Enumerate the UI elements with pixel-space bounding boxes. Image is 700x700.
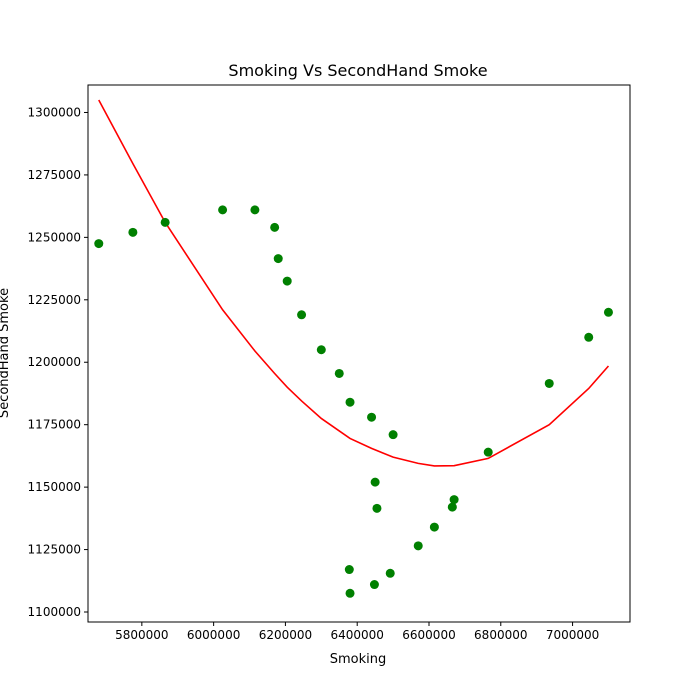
y-tick-label-4: 1200000 [28,355,81,369]
scatter-point-10 [334,368,344,378]
scatter-point-6 [273,254,283,264]
y-tick-label-0: 1100000 [28,605,81,619]
x-axis-label: Smoking [330,652,387,667]
y-tick-label-1: 1125000 [28,543,81,557]
x-tick-label-0: 5800000 [115,628,168,642]
scatter-point-20 [344,565,354,575]
axes: 5800000 6000000 6200000 6400000 6600000 68000… [28,84,631,642]
plot-area [94,99,613,598]
scatter-point-21 [345,588,355,598]
scatter-point-18 [429,522,439,532]
scatter-point-11 [345,397,355,407]
scatter-point-1 [128,227,138,237]
x-tick-label-6: 7000000 [546,628,599,642]
scatter-point-22 [369,580,379,590]
x-tick-label-3: 6400000 [330,628,383,642]
scatter-point-25 [544,378,554,388]
y-tick-label-5: 1225000 [28,293,81,307]
scatter-point-24 [483,447,493,457]
scatter-point-3 [218,205,228,215]
scatter-point-26 [584,332,594,342]
y-tick-label-7: 1275000 [28,168,81,182]
y-tick-label-3: 1175000 [28,418,81,432]
fit-curve [98,99,610,467]
scatter-point-19 [413,541,423,551]
scatter-point-16 [447,502,457,512]
scatter-point-12 [367,412,377,422]
scatter-point-2 [160,217,170,227]
y-tick-label-6: 1250000 [28,230,81,244]
x-tick-label-2: 6200000 [259,628,312,642]
scatter-point-15 [372,503,382,513]
scatter-point-14 [370,477,380,487]
y-axis-label: SecondHand Smoke [0,288,12,418]
plot-frame [87,84,631,623]
scatter-point-13 [388,430,398,440]
chart-title: Smoking Vs SecondHand Smoke [228,61,487,80]
y-tick-label-8: 1300000 [28,105,81,119]
scatter-point-5 [270,222,280,232]
scatter-point-7 [282,276,292,286]
scatter-point-27 [603,307,613,317]
scatter-point-23 [385,568,395,578]
scatter-point-0 [94,239,104,249]
x-tick-label-1: 6000000 [187,628,240,642]
x-tick-label-5: 6800000 [474,628,527,642]
scatter-point-8 [297,310,307,320]
y-tick-label-2: 1150000 [28,480,81,494]
x-tick-label-4: 6600000 [402,628,455,642]
scatter-point-17 [449,495,459,505]
scatter-point-4 [250,205,260,215]
scatter-point-9 [316,345,326,355]
